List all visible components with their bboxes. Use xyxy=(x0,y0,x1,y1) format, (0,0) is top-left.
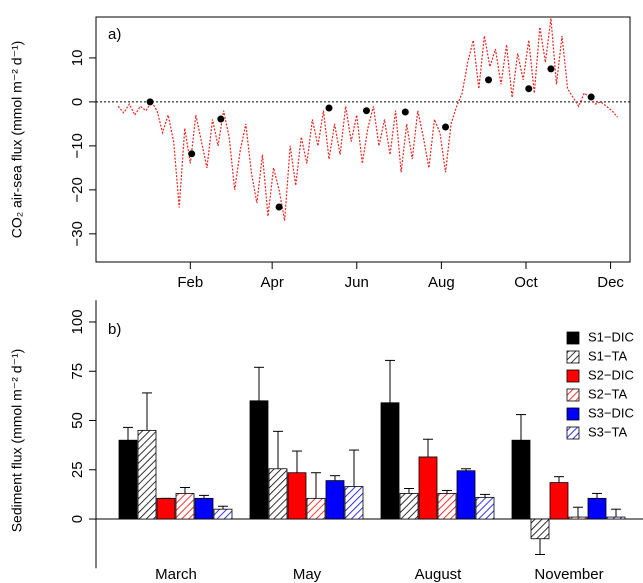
y-tick-label: 50 xyxy=(69,412,86,429)
data-point xyxy=(401,108,409,116)
y-tick-label: 75 xyxy=(69,363,86,380)
bar xyxy=(344,486,364,520)
bar xyxy=(549,482,569,520)
x-tick-label: May xyxy=(293,566,322,583)
x-tick-label: Oct xyxy=(514,274,538,291)
plot-frame xyxy=(95,16,631,263)
bar xyxy=(306,497,326,520)
y-tick-label: 25 xyxy=(69,461,86,478)
error-bar xyxy=(330,475,340,481)
error-bar xyxy=(292,450,302,473)
legend-label: S3−DIC xyxy=(588,405,634,420)
bar xyxy=(530,518,550,540)
bar xyxy=(249,400,269,520)
legend-swatch xyxy=(566,407,580,421)
error-bar xyxy=(442,489,452,494)
error-bar xyxy=(611,508,621,518)
x-tick-label: August xyxy=(415,566,463,583)
data-point xyxy=(146,98,154,106)
bar xyxy=(287,472,307,520)
x-tick-label: Dec xyxy=(597,274,624,291)
data-point xyxy=(547,65,555,73)
x-tick-label: March xyxy=(155,566,197,583)
error-bar xyxy=(349,449,359,487)
y-tick-label: 0 xyxy=(69,515,86,523)
error-bar xyxy=(573,506,583,518)
error-bar xyxy=(385,359,395,403)
data-point xyxy=(325,104,333,112)
bar xyxy=(137,429,157,520)
data-point xyxy=(362,107,370,115)
x-tick-label: Feb xyxy=(177,274,203,291)
data-point xyxy=(442,123,450,131)
bar xyxy=(325,480,345,520)
bar xyxy=(437,493,457,520)
bar xyxy=(568,516,588,520)
y-tick-label: −30 xyxy=(69,221,86,246)
x-tick-label: Jun xyxy=(345,274,369,291)
bar xyxy=(399,493,419,520)
error-bar xyxy=(180,487,190,494)
legend-label: S3−TA xyxy=(588,424,627,439)
legend-label: S1−DIC xyxy=(588,329,634,344)
error-bar xyxy=(273,430,283,469)
error-bar xyxy=(311,472,321,499)
bar xyxy=(418,456,438,520)
legend-swatch xyxy=(566,426,580,440)
y-tick-label: 100 xyxy=(69,309,86,334)
bar xyxy=(606,516,626,520)
bar xyxy=(587,497,607,520)
error-bar xyxy=(199,494,209,499)
y-tick-label: 0 xyxy=(69,98,86,106)
bar xyxy=(511,439,531,520)
legend-label: S2−TA xyxy=(588,386,627,401)
legend-swatch xyxy=(566,350,580,364)
error-bar xyxy=(423,438,433,457)
y-axis-title: CO₂ air-sea flux (mmol m⁻² d⁻¹) xyxy=(9,41,25,239)
bar xyxy=(475,496,495,520)
error-bar xyxy=(592,492,602,499)
panel-label: a) xyxy=(108,26,121,43)
error-bar xyxy=(516,414,526,441)
data-point xyxy=(217,115,225,123)
error-bar xyxy=(404,487,414,494)
legend-swatch xyxy=(566,369,580,383)
data-point xyxy=(188,150,196,158)
data-point xyxy=(587,93,595,101)
bar xyxy=(268,468,288,520)
error-bar xyxy=(461,468,471,471)
error-bar xyxy=(480,493,490,498)
legend-label: S1−TA xyxy=(588,348,627,363)
bar xyxy=(118,439,138,520)
data-point xyxy=(485,76,493,84)
bar xyxy=(213,508,233,520)
y-tick-label: 10 xyxy=(69,50,86,67)
x-tick-label: Apr xyxy=(260,274,283,291)
error-bar xyxy=(123,426,133,441)
y-axis-title: Sediment flux (mmol m⁻² d⁻¹) xyxy=(9,349,25,533)
bar xyxy=(175,493,195,520)
legend-swatch xyxy=(566,388,580,402)
bar xyxy=(156,497,176,520)
legend-swatch xyxy=(566,331,580,345)
panel-label: b) xyxy=(108,321,121,338)
error-bar xyxy=(142,392,152,431)
error-bar xyxy=(254,366,264,401)
data-point xyxy=(275,203,283,211)
bar xyxy=(456,470,476,520)
legend-label: S2−DIC xyxy=(588,367,634,382)
data-point xyxy=(525,85,533,93)
flux-line xyxy=(117,18,618,221)
x-tick-label: November xyxy=(534,566,603,583)
bar xyxy=(194,497,214,520)
x-tick-label: Aug xyxy=(428,274,455,291)
bar xyxy=(380,402,400,520)
error-bar xyxy=(535,538,545,556)
y-tick-label: −10 xyxy=(69,133,86,158)
y-tick-label: −20 xyxy=(69,177,86,202)
error-bar xyxy=(554,476,564,483)
error-bar xyxy=(218,505,228,510)
